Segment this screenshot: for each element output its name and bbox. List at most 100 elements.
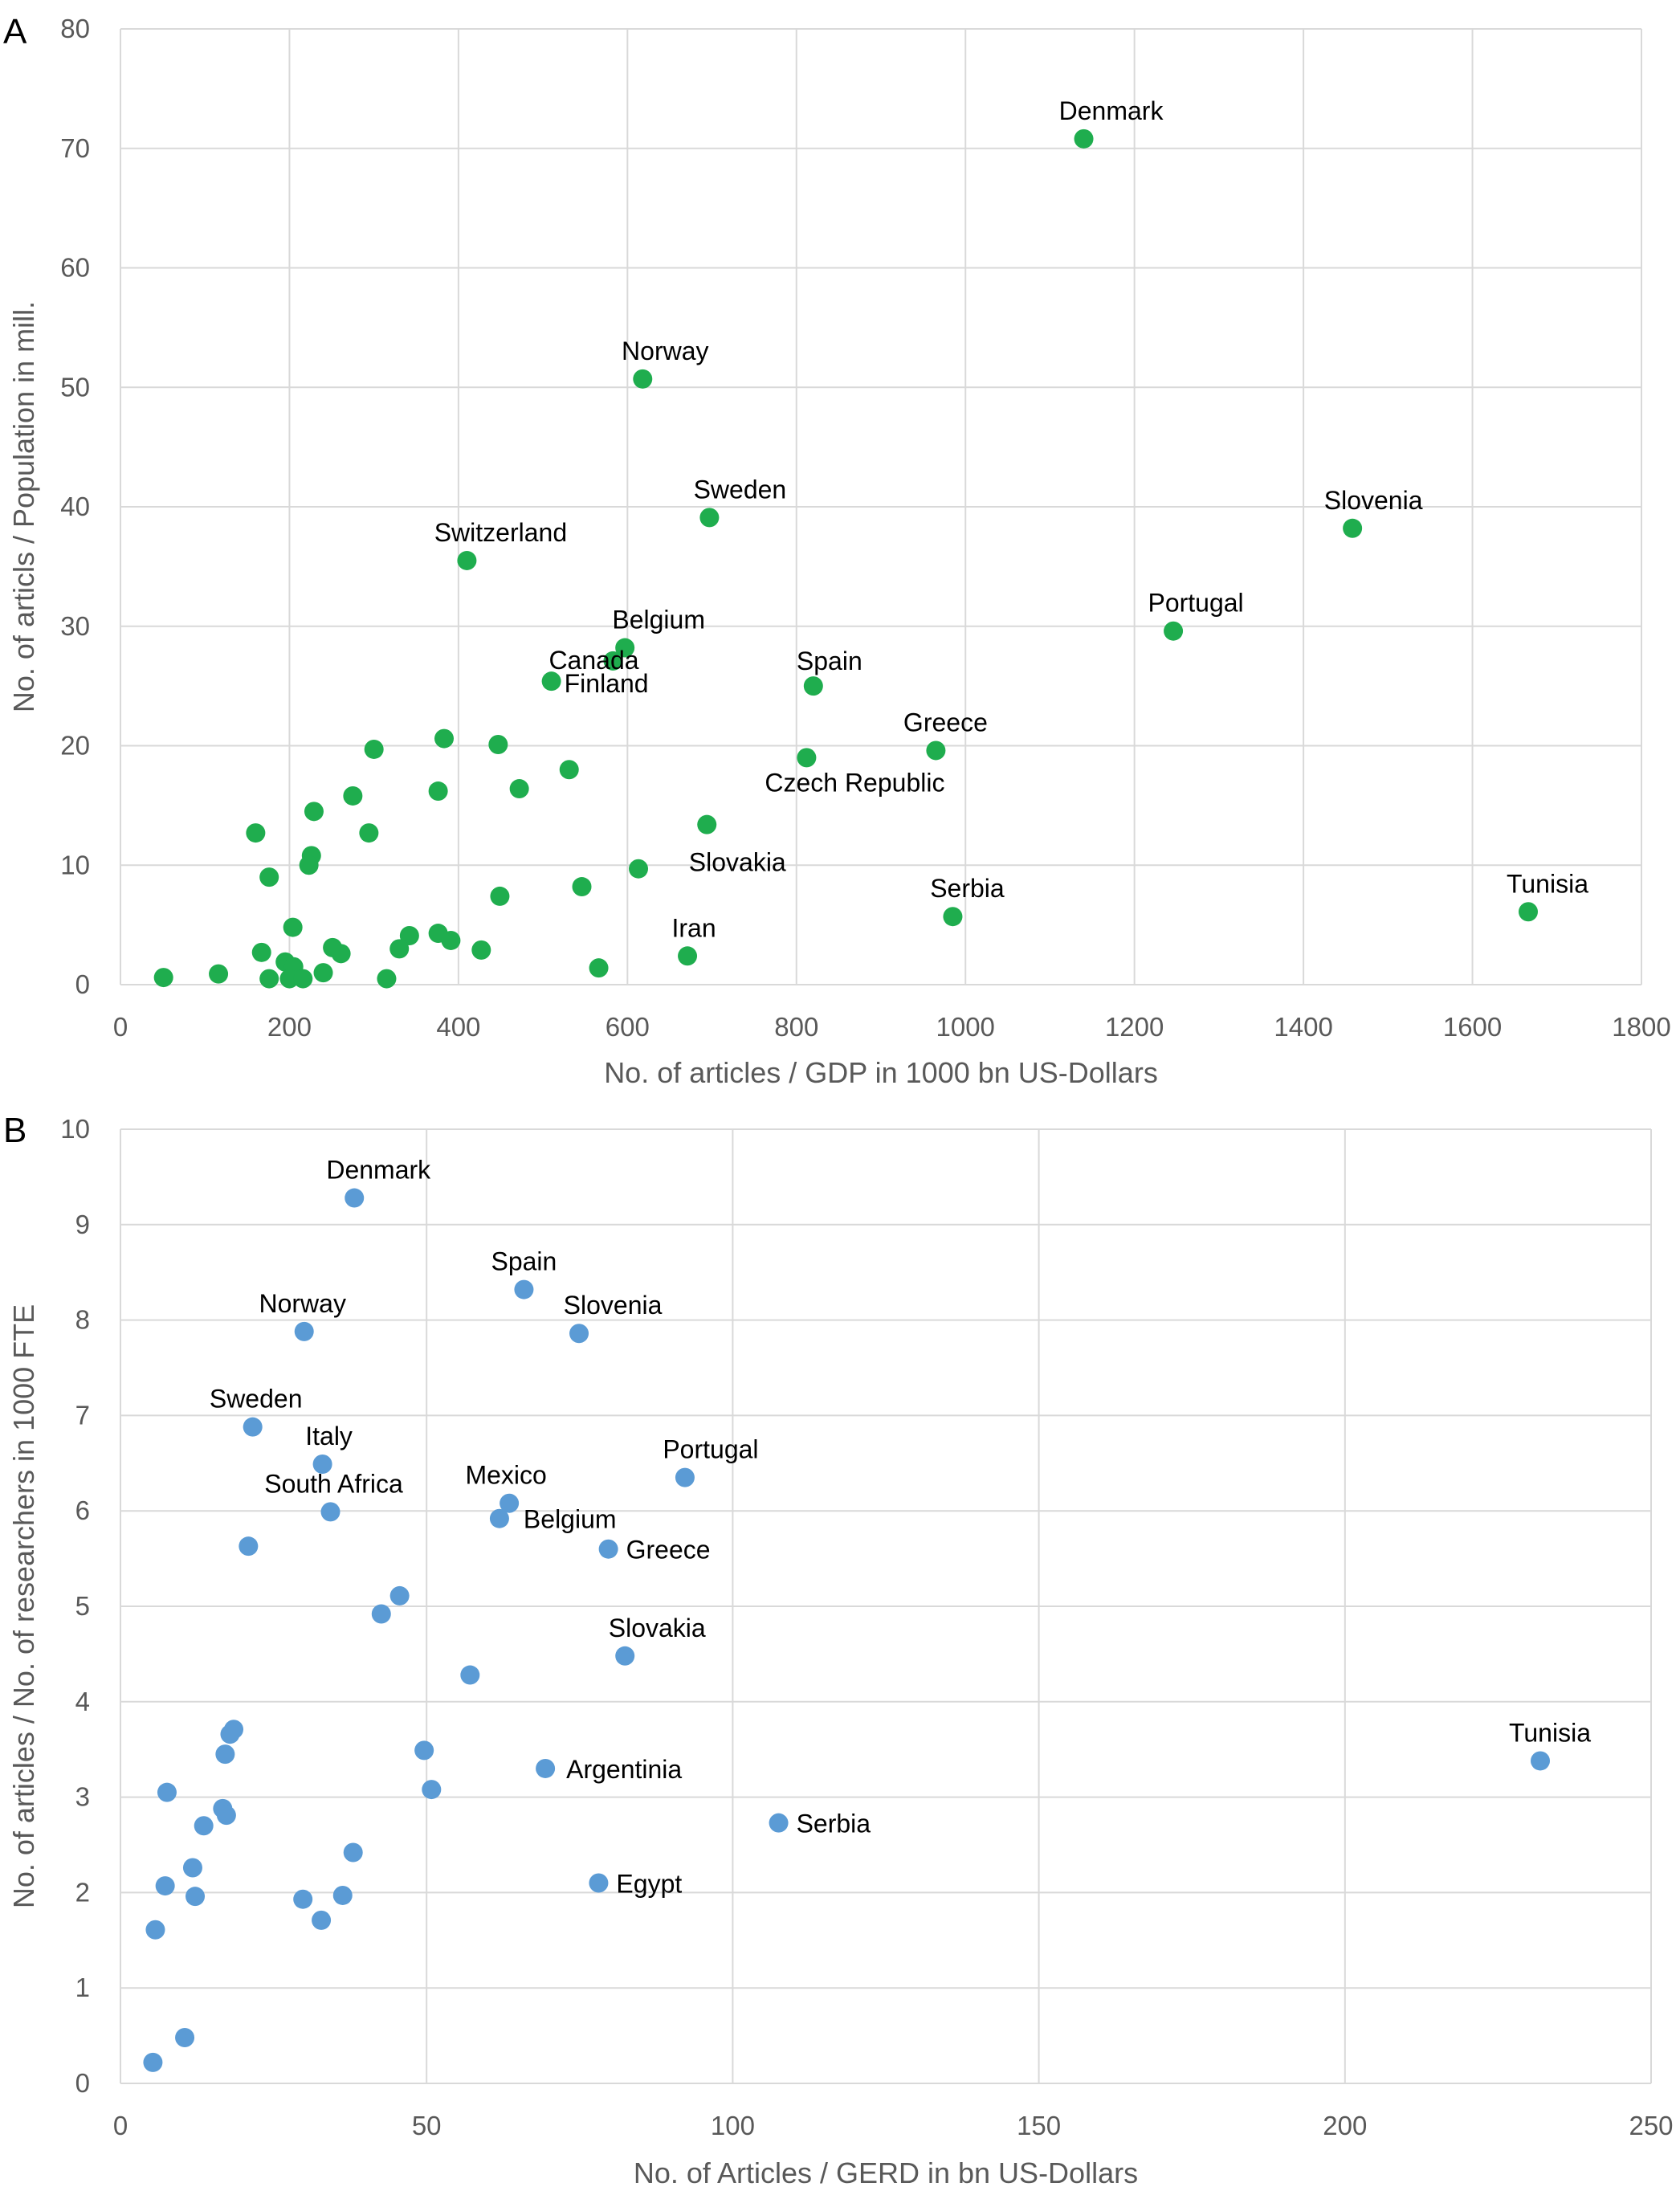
x-tick-label: 50 <box>412 2111 442 2140</box>
data-point-belgium <box>615 638 635 658</box>
data-point <box>194 1816 214 1836</box>
data-point <box>220 1724 240 1744</box>
data-point-slovenia <box>569 1324 589 1344</box>
data-label: Portugal <box>663 1435 758 1464</box>
data-point <box>331 944 351 964</box>
data-point <box>157 1782 177 1802</box>
data-point <box>572 877 592 897</box>
data-label: Sweden <box>210 1385 303 1414</box>
data-point <box>304 802 324 822</box>
data-point <box>251 942 271 962</box>
data-point <box>332 1885 353 1905</box>
y-tick-label: 8 <box>75 1305 90 1335</box>
data-point-spain <box>514 1279 534 1300</box>
x-tick-label: 1000 <box>936 1012 995 1042</box>
data-point-mexico <box>500 1493 520 1513</box>
y-axis-title: No. of articles / No. of researchers in … <box>7 1304 40 1908</box>
data-point <box>279 969 300 989</box>
data-point-south-africa <box>320 1502 340 1522</box>
data-point <box>153 968 173 988</box>
x-tick-label: 100 <box>711 2111 755 2140</box>
data-point-finland <box>541 671 561 692</box>
data-point <box>509 779 529 799</box>
y-tick-label: 1 <box>75 1973 90 2002</box>
data-point <box>293 1889 313 1909</box>
data-label: Italy <box>305 1422 353 1450</box>
data-point <box>389 1585 410 1606</box>
data-label: Greece <box>626 1536 711 1565</box>
data-point <box>259 969 279 989</box>
data-point <box>312 1910 332 1930</box>
y-tick-label: 70 <box>60 133 90 163</box>
data-label: Egypt <box>616 1870 682 1899</box>
data-point-iran <box>678 946 698 966</box>
data-point <box>343 785 363 806</box>
data-label: Spain <box>797 647 862 675</box>
data-point-slovenia <box>1343 518 1363 538</box>
y-tick-label: 20 <box>60 731 90 761</box>
x-tick-label: 1800 <box>1612 1012 1670 1042</box>
y-tick-label: 4 <box>75 1687 90 1716</box>
data-point <box>389 939 410 959</box>
data-label: Belgium <box>612 606 705 634</box>
data-label: Denmark <box>326 1156 431 1185</box>
y-tick-label: 80 <box>60 14 90 43</box>
data-label: Greece <box>903 708 988 736</box>
x-axis-title: No. of Articles / GERD in bn US-Dollars <box>634 2156 1138 2189</box>
y-tick-label: 40 <box>60 492 90 521</box>
data-point-belgium <box>489 1508 509 1528</box>
data-label: Argentinia <box>566 1755 682 1784</box>
x-tick-label: 200 <box>267 1012 312 1042</box>
y-tick-label: 9 <box>75 1210 90 1239</box>
data-label: Switzerland <box>434 518 567 547</box>
data-point <box>441 930 461 950</box>
data-point <box>293 969 313 989</box>
data-point-portugal <box>1164 621 1184 641</box>
data-point <box>299 855 319 875</box>
data-point <box>343 1842 363 1863</box>
data-point-canada <box>603 651 623 671</box>
data-point <box>246 823 266 843</box>
y-tick-label: 5 <box>75 1591 90 1621</box>
data-point <box>559 760 579 780</box>
data-point <box>422 1780 442 1800</box>
data-point-greece <box>598 1539 618 1559</box>
data-label: Sweden <box>694 475 787 504</box>
data-label: Mexico <box>465 1461 546 1490</box>
data-point <box>283 917 303 937</box>
data-point-denmark <box>345 1188 365 1208</box>
data-point-serbia <box>769 1813 789 1833</box>
data-point-egypt <box>589 1873 609 1893</box>
x-tick-label: 200 <box>1323 2111 1367 2140</box>
x-tick-label: 800 <box>774 1012 818 1042</box>
data-point-argentinia <box>536 1758 556 1778</box>
y-tick-label: 3 <box>75 1782 90 1812</box>
data-point <box>259 867 279 887</box>
data-point <box>182 1858 202 1878</box>
data-label: Tunisia <box>1509 1718 1591 1747</box>
data-label: Canada <box>548 646 638 675</box>
data-label: Spain <box>491 1247 557 1276</box>
data-label: South Africa <box>264 1469 403 1498</box>
x-tick-label: 0 <box>113 1012 128 1042</box>
data-point-slovakia <box>615 1646 635 1666</box>
y-axis-title: No. of articls / Population in mill. <box>7 301 40 712</box>
data-point <box>589 958 609 978</box>
data-label: Serbia <box>797 1810 871 1838</box>
x-tick-label: 600 <box>606 1012 650 1042</box>
data-label: Slovenia <box>1324 486 1423 515</box>
y-tick-label: 7 <box>75 1400 90 1430</box>
x-tick-label: 400 <box>436 1012 480 1042</box>
y-tick-label: 30 <box>60 611 90 641</box>
x-tick-label: 150 <box>1017 2111 1061 2140</box>
data-point <box>414 1740 434 1761</box>
y-tick-label: 0 <box>75 969 90 999</box>
panel-label: B <box>3 1111 27 1150</box>
x-tick-label: 1200 <box>1105 1012 1164 1042</box>
data-point-norway <box>633 369 653 389</box>
data-point <box>186 1887 206 1907</box>
data-point-tunisia <box>1519 902 1539 922</box>
data-point-greece <box>926 741 946 761</box>
